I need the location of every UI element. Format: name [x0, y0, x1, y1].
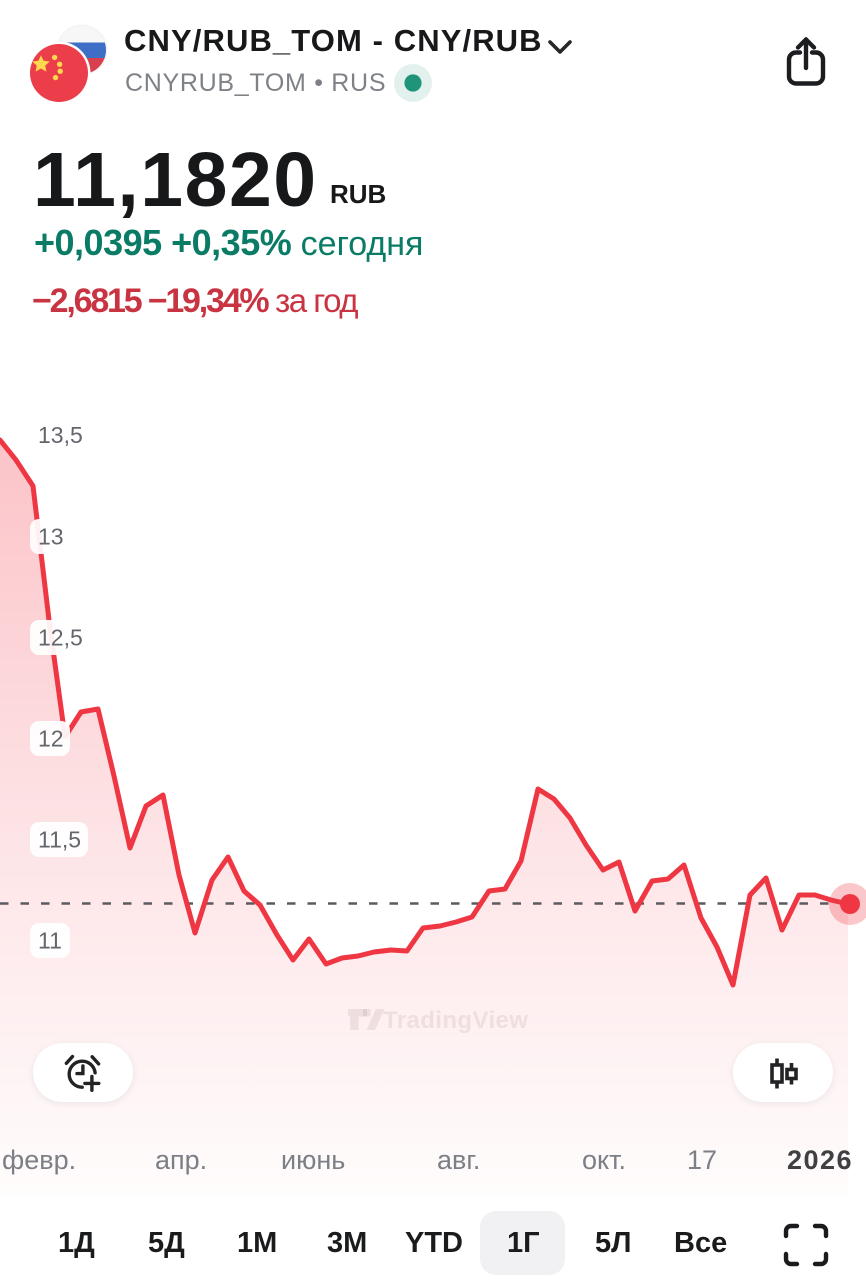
svg-text:13,5: 13,5 — [38, 422, 83, 448]
svg-text:12,5: 12,5 — [38, 625, 83, 651]
svg-text:11,5: 11,5 — [38, 827, 81, 853]
svg-text:13: 13 — [38, 524, 64, 550]
svg-text:11: 11 — [38, 928, 62, 954]
svg-text:TradingView: TradingView — [383, 1007, 528, 1034]
svg-text:12: 12 — [38, 726, 64, 752]
